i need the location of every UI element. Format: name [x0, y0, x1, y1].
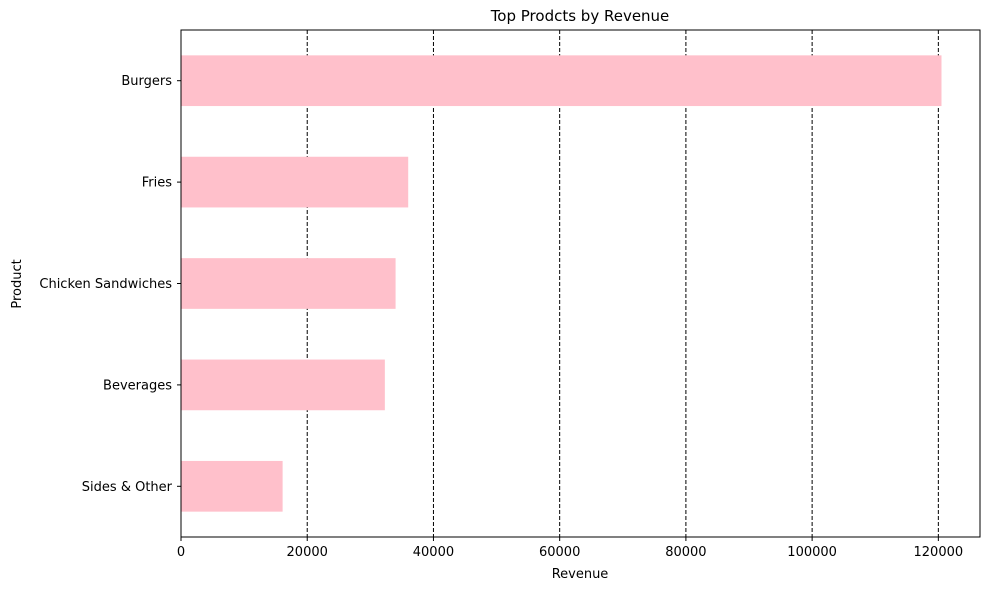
chart-title: Top Prodcts by Revenue	[490, 7, 670, 25]
y-axis-ticks: Burgers Fries Chicken Sandwiches Beverages S…	[39, 74, 181, 495]
y-axis-title: Product	[10, 259, 25, 308]
x-axis-ticks: 0 20000 40000 60000 80000 100000 120000	[177, 537, 963, 560]
x-tick-label: 100000	[787, 545, 837, 560]
x-tick-label: 20000	[287, 545, 328, 560]
x-tick-label: 0	[177, 545, 185, 560]
x-tick-label: 60000	[539, 545, 580, 560]
x-axis-title: Revenue	[552, 567, 609, 582]
x-tick-label: 120000	[914, 545, 964, 560]
x-tick-label: 40000	[413, 545, 454, 560]
bar	[181, 359, 385, 411]
bar	[181, 156, 409, 208]
category-label: Fries	[142, 176, 172, 191]
bars	[181, 55, 942, 512]
category-label: Beverages	[103, 378, 172, 393]
category-label: Burgers	[121, 74, 172, 89]
x-tick-label: 80000	[665, 545, 706, 560]
grid-lines	[306, 30, 939, 537]
bar	[181, 55, 942, 107]
category-label: Chicken Sandwiches	[39, 277, 172, 292]
category-label: Sides & Other	[82, 480, 173, 495]
bar	[181, 258, 396, 309]
bar	[181, 460, 283, 512]
